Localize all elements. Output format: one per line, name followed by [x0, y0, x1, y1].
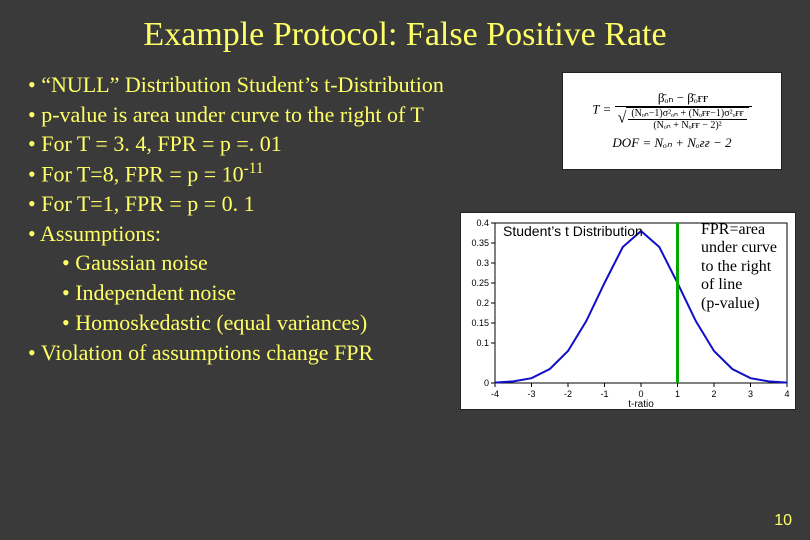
- svg-text:1: 1: [675, 389, 680, 399]
- formula-fraction: β̄ₒₙ − β̄ₒғғ √ (Nₒₙ−1)σ²ₒₙ + (Nₒғғ−1)σ²ₒ…: [615, 91, 752, 130]
- formula-denominator: √ (Nₒₙ−1)σ²ₒₙ + (Nₒғғ−1)σ²ₒғғ (Nₒₙ + Nₒғ…: [615, 107, 752, 131]
- bullet-text: Independent noise: [75, 280, 236, 305]
- svg-text:0.2: 0.2: [476, 298, 489, 308]
- svg-text:-2: -2: [564, 389, 572, 399]
- bullet-text: Homoskedastic (equal variances): [75, 310, 367, 335]
- chart-annotation: FPR=area under curve to the right of lin…: [701, 221, 789, 313]
- svg-text:-1: -1: [600, 389, 608, 399]
- page-number: 10: [774, 512, 792, 530]
- svg-text:-3: -3: [527, 389, 535, 399]
- bullet-text: p-value is area under curve to the right…: [41, 102, 424, 127]
- formula-lhs: T =: [592, 102, 611, 117]
- svg-text:0.4: 0.4: [476, 218, 489, 228]
- svg-text:0.1: 0.1: [476, 338, 489, 348]
- svg-text:0.35: 0.35: [471, 238, 489, 248]
- bullet-text: Gaussian noise: [75, 250, 208, 275]
- svg-text:4: 4: [784, 389, 789, 399]
- formula-box: T = β̄ₒₙ − β̄ₒғғ √ (Nₒₙ−1)σ²ₒₙ + (Nₒғғ−1…: [562, 72, 782, 170]
- svg-text:0.15: 0.15: [471, 318, 489, 328]
- svg-text:0.25: 0.25: [471, 278, 489, 288]
- formula-numerator: β̄ₒₙ − β̄ₒғғ: [615, 91, 752, 106]
- annot-line: FPR=area: [701, 221, 789, 239]
- page-title: Example Protocol: False Positive Rate: [0, 0, 810, 64]
- svg-text:t-ratio: t-ratio: [628, 399, 654, 410]
- superscript: -11: [244, 160, 264, 177]
- bullet-text: For T = 3. 4, FPR = p =. 01: [41, 131, 282, 156]
- svg-text:3: 3: [748, 389, 753, 399]
- annot-line: to the right: [701, 258, 789, 276]
- svg-text:0: 0: [484, 378, 489, 388]
- svg-text:2: 2: [711, 389, 716, 399]
- t-statistic-formula: T = β̄ₒₙ − β̄ₒғғ √ (Nₒₙ−1)σ²ₒₙ + (Nₒғғ−1…: [592, 91, 751, 130]
- bullet-text: Assumptions:: [40, 221, 161, 246]
- annot-line: of line: [701, 276, 789, 294]
- svg-text:0.3: 0.3: [476, 258, 489, 268]
- bullet-text: “NULL” Distribution Student’s t-Distribu…: [41, 72, 444, 97]
- t-distribution-chart: -4 -3 -2 -1 0 1 2 3 4 0 0.1 0.15 0.2 0.25 0.3 0.35 0.4 t-…: [460, 212, 796, 410]
- annot-line: (p-value): [701, 295, 789, 313]
- bullet-text: For T=1, FPR = p = 0. 1: [41, 191, 254, 216]
- annot-line: under curve: [701, 239, 789, 257]
- svg-text:-4: -4: [491, 389, 499, 399]
- bullet-text: Violation of assumptions change FPR: [41, 340, 373, 365]
- svg-text:0: 0: [638, 389, 643, 399]
- dof-formula: DOF = Nₒₙ + Nₒғғ − 2: [612, 135, 731, 151]
- bullet-text: For T=8, FPR = p = 10: [41, 161, 243, 186]
